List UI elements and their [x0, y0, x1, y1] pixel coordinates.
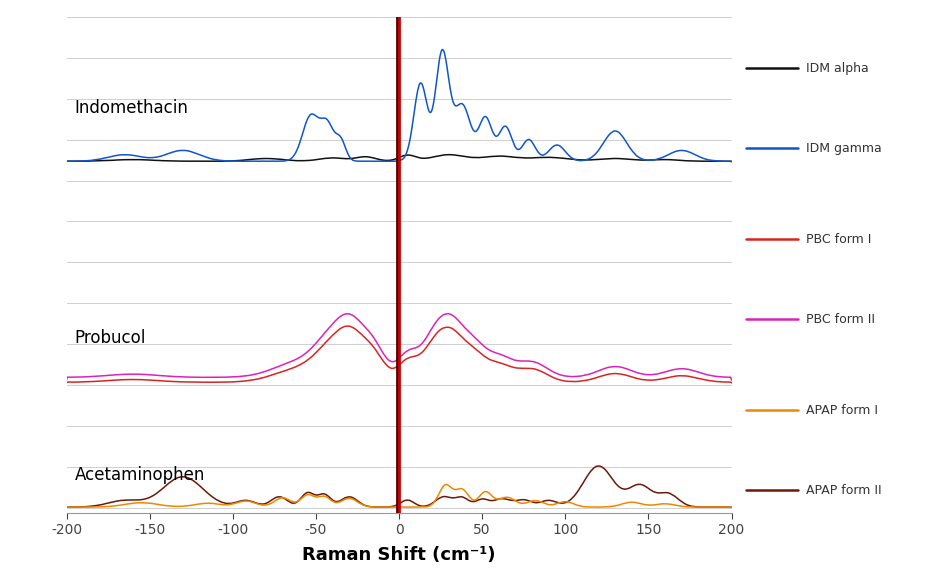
Text: IDM alpha: IDM alpha — [806, 62, 868, 75]
Text: PBC form I: PBC form I — [806, 233, 871, 246]
Text: Indomethacin: Indomethacin — [75, 99, 189, 117]
Text: Acetaminophen: Acetaminophen — [75, 466, 205, 484]
X-axis label: Raman Shift (cm⁻¹): Raman Shift (cm⁻¹) — [302, 545, 496, 564]
Text: Probucol: Probucol — [75, 329, 146, 347]
Text: APAP form II: APAP form II — [806, 484, 882, 496]
Text: IDM gamma: IDM gamma — [806, 142, 882, 154]
Text: PBC form II: PBC form II — [806, 313, 875, 325]
Text: APAP form I: APAP form I — [806, 404, 878, 417]
